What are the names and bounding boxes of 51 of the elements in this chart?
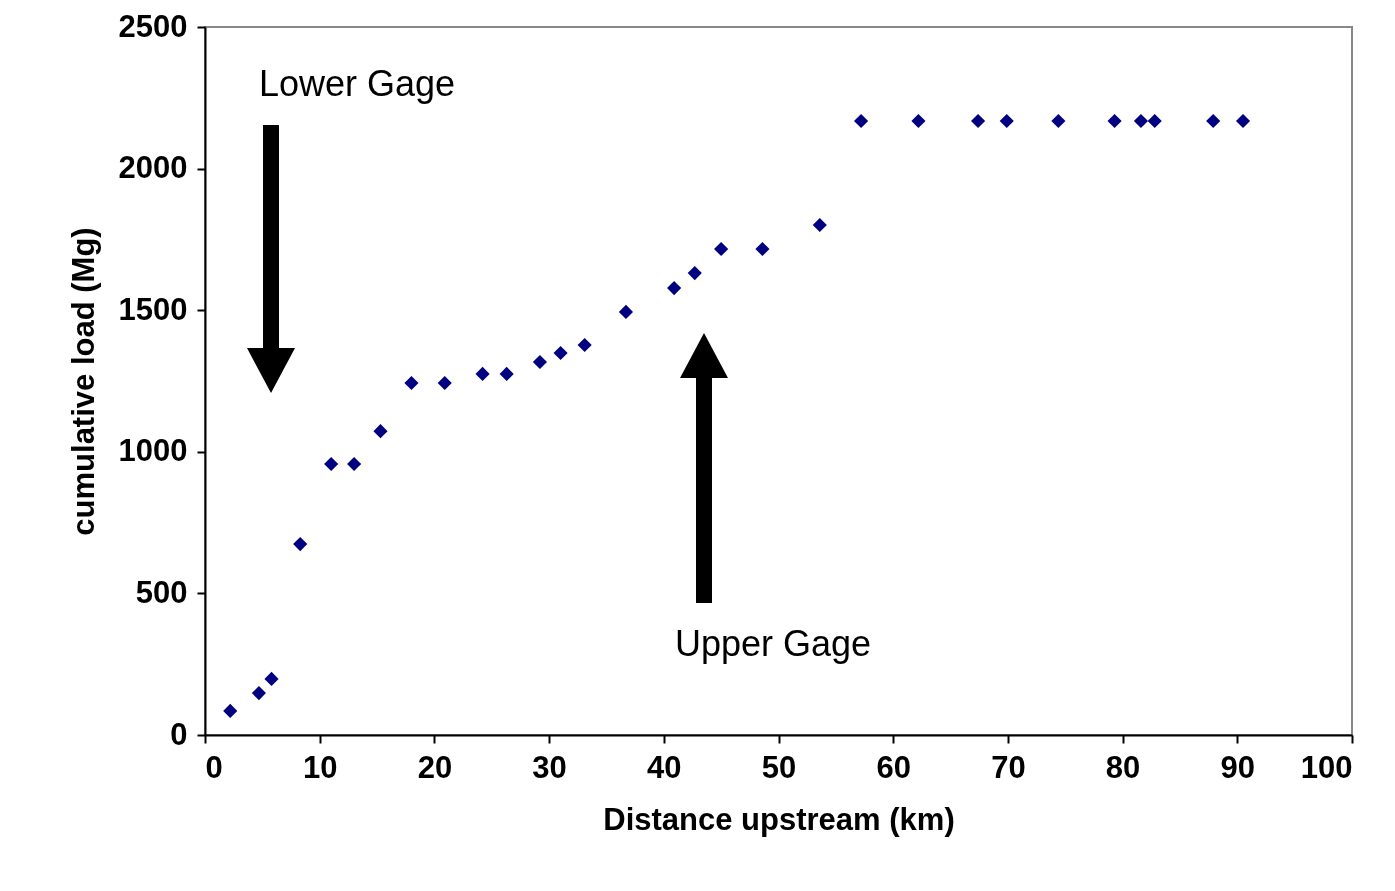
point — [532, 354, 547, 370]
point — [553, 345, 568, 361]
x-tick-label: 0 — [205, 749, 223, 785]
x-tick-label: 90 — [1220, 749, 1256, 785]
point — [812, 217, 827, 233]
point — [999, 113, 1014, 129]
point — [223, 703, 238, 718]
x-tick-label: 100 — [1300, 749, 1353, 785]
x-tick-label: 80 — [1105, 749, 1141, 785]
point — [854, 113, 869, 129]
point — [755, 241, 770, 257]
y-axis-title: cumulative load (Mg) — [65, 227, 101, 536]
point — [618, 304, 634, 319]
x-tick-label: 20 — [417, 749, 453, 785]
point — [1107, 113, 1122, 129]
point — [1235, 113, 1251, 129]
x-tick-label: 60 — [876, 749, 911, 785]
y-tick-label: 500 — [135, 574, 188, 610]
annotation: Lower Gage — [258, 63, 456, 104]
point — [687, 266, 702, 281]
point — [1051, 113, 1066, 129]
point — [1147, 113, 1162, 129]
point — [293, 537, 308, 552]
annotation: Upper Gage — [674, 623, 872, 664]
point — [714, 241, 729, 257]
y-tick-label: 1500 — [118, 291, 188, 327]
point — [347, 456, 362, 472]
x-tick-label: 50 — [761, 749, 797, 785]
point — [324, 456, 339, 472]
point — [577, 337, 592, 353]
x-tick-label: 70 — [991, 749, 1026, 785]
y-tick-label: 2000 — [118, 150, 188, 186]
point — [667, 281, 682, 296]
point — [437, 375, 452, 391]
point — [404, 375, 419, 391]
point — [1133, 113, 1149, 129]
point — [373, 424, 388, 439]
x-axis-title: Distance upstream (km) — [603, 801, 955, 837]
y-tick-label: 1000 — [118, 433, 188, 469]
y-tick-label: 0 — [170, 716, 188, 752]
point — [475, 366, 490, 381]
x-tick-label: 10 — [302, 749, 338, 785]
point — [264, 671, 279, 686]
x-tick-label: 30 — [532, 749, 567, 785]
point — [911, 113, 926, 129]
y-tick-label: 2500 — [118, 8, 188, 44]
point — [1206, 113, 1221, 129]
point — [971, 113, 986, 129]
point — [499, 366, 514, 381]
point — [251, 686, 266, 701]
x-tick-label: 40 — [647, 749, 682, 785]
